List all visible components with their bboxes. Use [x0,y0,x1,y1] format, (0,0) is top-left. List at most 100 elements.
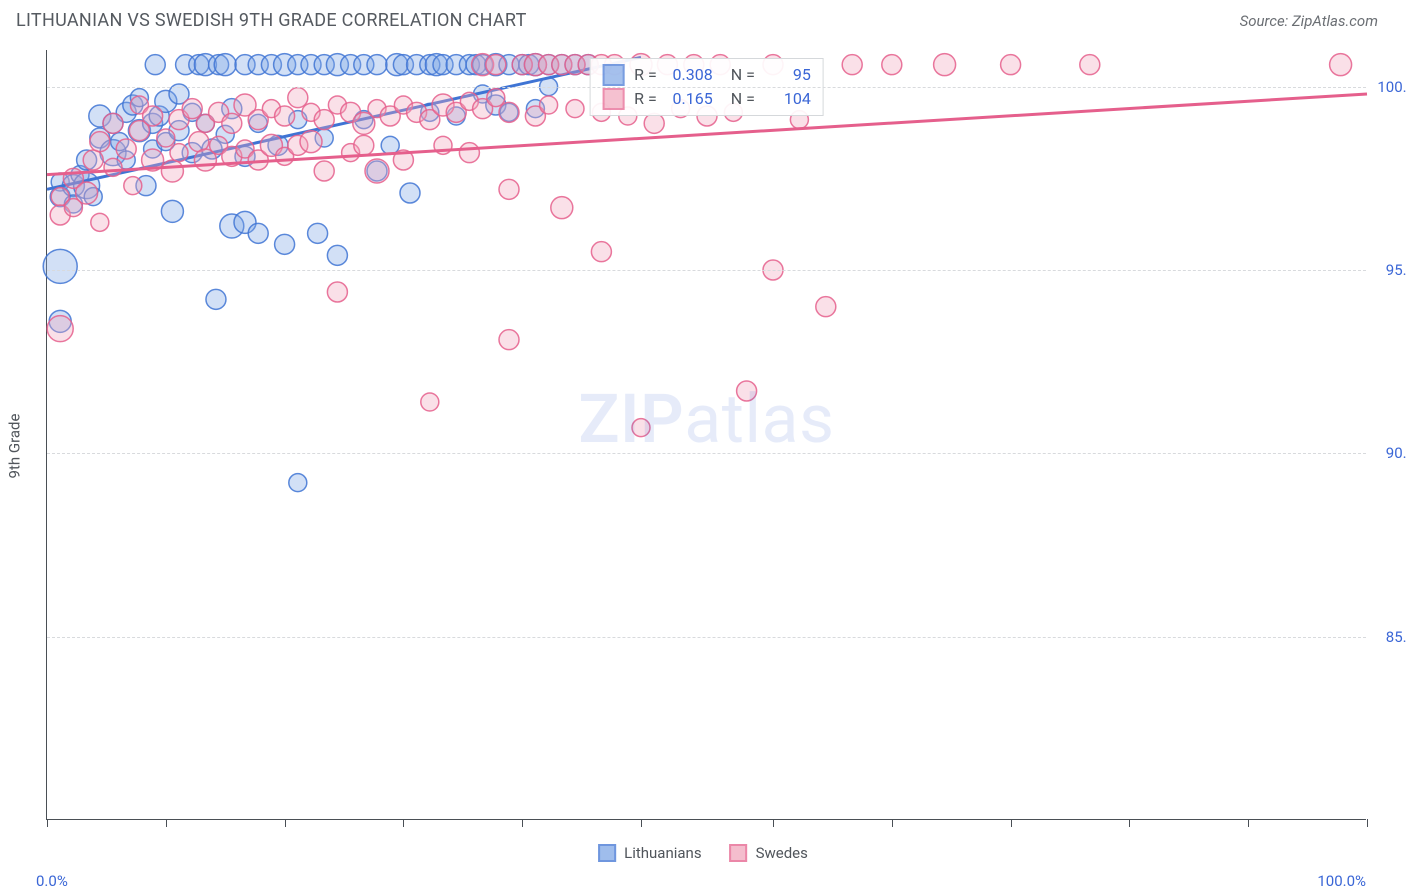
x-tick [773,819,774,827]
stats-legend-row: R = 0.165 N = 104 [602,87,811,111]
scatter-point [145,55,165,75]
scatter-point [214,54,236,76]
scatter-point [816,297,836,317]
legend-swatch [602,88,624,110]
scatter-points-svg [47,50,1366,819]
legend-swatch [598,844,616,862]
scatter-point [882,55,902,75]
scatter-point [288,88,308,108]
scatter-point [421,393,439,411]
scatter-point [566,100,584,118]
scatter-point [459,143,479,163]
scatter-point [400,183,420,203]
x-tick [1011,819,1012,827]
scatter-point [116,139,136,159]
x-tick [47,819,48,827]
gridline [47,453,1366,454]
legend-n-value: 104 [765,87,811,111]
legend-swatch [730,844,748,862]
scatter-point [143,106,163,126]
scatter-point [381,136,399,154]
legend-r-label: R = [634,63,657,87]
scatter-point [91,213,109,231]
legend-n-label: N = [731,63,755,87]
scatter-point [1080,55,1100,75]
y-tick-label: 100.0% [1370,78,1406,96]
x-tick [522,819,523,827]
scatter-point [327,245,347,265]
x-tick [892,819,893,827]
x-axis-min-label: 0.0% [36,872,68,890]
scatter-point [161,200,183,222]
scatter-point [591,242,611,262]
scatter-point [632,419,650,437]
scatter-point [934,54,956,76]
legend-n-label: N = [731,87,755,111]
scatter-point [499,179,519,199]
legend-n-value: 95 [765,63,811,87]
scatter-point [308,223,328,243]
gridline [47,87,1366,88]
stats-legend-row: R = 0.308 N = 95 [602,63,811,87]
scatter-point [499,102,519,122]
y-tick-label: 90.0% [1370,444,1406,462]
series-legend-item: Swedes [730,844,808,862]
scatter-point [1001,55,1021,75]
scatter-point [540,96,558,114]
scatter-point [182,99,202,119]
scatter-point [367,55,387,75]
y-axis-label: 9th Grade [5,414,23,479]
scatter-chart: ZIPatlas R =0.308N =95R =0.165N =104 85.… [46,50,1366,820]
x-tick [285,819,286,827]
scatter-point [842,55,862,75]
scatter-point [737,381,757,401]
scatter-point [354,135,374,155]
scatter-point [275,234,295,254]
series-legend-item: Lithuanians [598,844,701,862]
gridline [47,270,1366,271]
scatter-point [487,89,505,107]
y-tick-label: 95.0% [1370,261,1406,279]
scatter-point [314,161,334,181]
legend-r-value: 0.165 [667,87,713,111]
scatter-point [551,197,573,219]
scatter-point [104,158,122,176]
scatter-point [289,474,307,492]
scatter-point [222,113,242,133]
scatter-point [157,129,175,147]
y-tick-label: 85.0% [1370,628,1406,646]
legend-r-value: 0.308 [667,63,713,87]
source-label: Source: ZipAtlas.com [1240,12,1378,30]
scatter-point [486,55,506,75]
scatter-point [124,177,142,195]
x-tick [403,819,404,827]
series-legend: Lithuanians Swedes [598,844,808,862]
legend-series-label: Swedes [756,844,808,862]
legend-r-label: R = [634,87,657,111]
chart-title: LITHUANIAN VS SWEDISH 9TH GRADE CORRELAT… [16,10,527,31]
legend-series-label: Lithuanians [624,844,701,862]
x-tick [166,819,167,827]
scatter-point [327,282,347,302]
gridline [47,637,1366,638]
x-tick [641,819,642,827]
scatter-point [314,110,334,130]
legend-swatch [602,64,624,86]
scatter-point [170,144,188,162]
scatter-point [47,316,73,342]
scatter-point [90,132,110,152]
scatter-point [83,150,103,170]
scatter-point [206,289,226,309]
scatter-point [103,113,123,133]
scatter-point [644,113,664,133]
scatter-point [499,330,519,350]
scatter-point [1330,54,1352,76]
x-tick [1367,819,1368,827]
scatter-point [275,106,295,126]
x-tick [1248,819,1249,827]
scatter-point [76,182,98,204]
scatter-point [161,160,183,182]
scatter-point [300,131,322,153]
scatter-point [365,159,389,183]
x-tick [1129,819,1130,827]
